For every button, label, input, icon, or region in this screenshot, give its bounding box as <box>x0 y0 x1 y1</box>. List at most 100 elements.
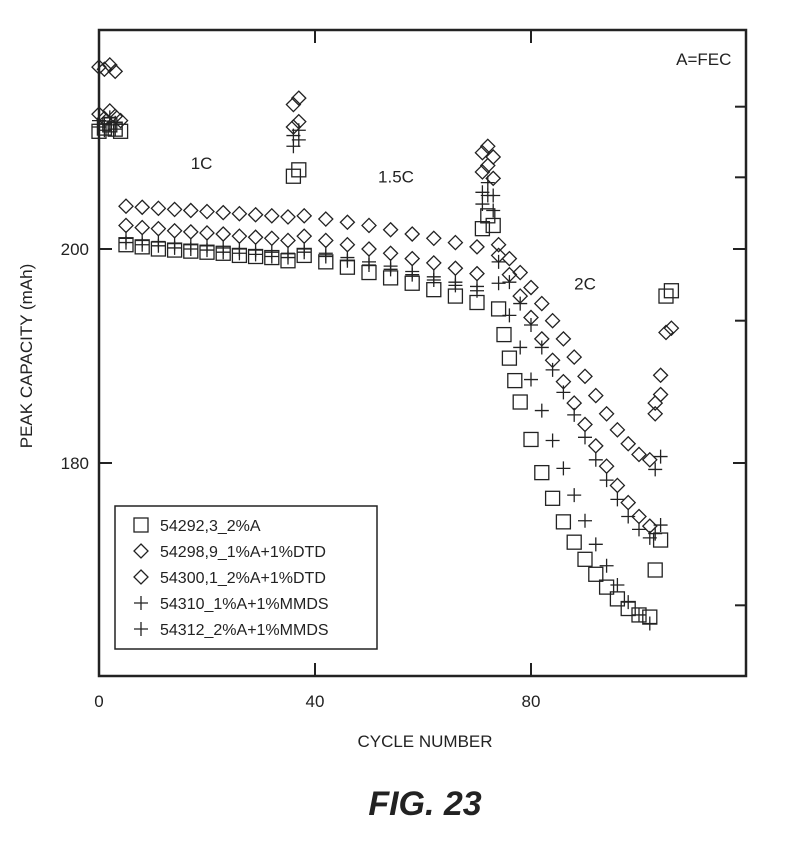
data-point <box>545 433 560 448</box>
data-point <box>485 170 502 187</box>
y-axis-label: PEAK CAPACITY (mAh) <box>17 264 36 449</box>
data-point <box>134 219 151 236</box>
data-point <box>610 577 625 592</box>
data-point <box>524 372 538 387</box>
data-point <box>556 461 571 476</box>
annotation-label: 2C <box>574 275 596 294</box>
data-point <box>620 494 637 511</box>
data-point <box>577 551 593 567</box>
data-point <box>647 405 664 422</box>
data-point <box>490 236 507 253</box>
data-point <box>480 175 495 190</box>
data-point <box>658 324 674 341</box>
data-point <box>425 254 442 271</box>
data-point <box>648 526 663 541</box>
data-point <box>474 144 491 161</box>
x-tick-label: 80 <box>522 692 541 711</box>
data-point <box>577 416 593 433</box>
legend-item: 54312_2%A+1%MMDS <box>134 622 329 639</box>
data-point <box>632 607 646 622</box>
data-point <box>631 446 647 463</box>
data-point <box>150 200 167 217</box>
data-point <box>501 350 518 366</box>
data-point <box>404 226 421 242</box>
data-point <box>285 96 302 113</box>
data-point <box>479 138 496 155</box>
legend-label: 54292,3_2%A <box>160 518 261 535</box>
data-point <box>215 204 232 221</box>
data-point <box>556 385 571 400</box>
data-point <box>469 238 485 255</box>
data-point <box>318 249 333 264</box>
data-point <box>512 264 529 281</box>
data-point <box>534 464 550 481</box>
data-point <box>652 367 669 384</box>
data-point <box>598 579 615 595</box>
legend-item: 54310_1%A+1%MMDS <box>134 596 329 613</box>
data-point <box>447 260 464 277</box>
data-point <box>502 308 517 323</box>
legend-item: 54300,1_2%A+1%DTD <box>133 569 326 587</box>
data-point <box>96 61 113 78</box>
data-point <box>286 139 301 154</box>
data-point <box>135 237 150 252</box>
data-point <box>112 112 129 129</box>
data-point <box>101 57 118 73</box>
data-point <box>404 250 421 267</box>
legend-label: 54298,9_1%A+1%DTD <box>160 544 326 561</box>
data-point <box>263 230 280 247</box>
data-point <box>533 295 550 312</box>
data-point <box>200 243 214 258</box>
data-point <box>280 232 296 249</box>
data-point <box>502 275 517 290</box>
data-point <box>339 236 356 253</box>
plot-frame <box>97 28 748 678</box>
data-point <box>578 430 592 445</box>
data-point <box>621 509 636 524</box>
data-point <box>474 221 491 237</box>
data-point <box>486 203 501 218</box>
data-series <box>91 57 680 631</box>
data-point <box>663 283 680 299</box>
data-point <box>199 203 215 220</box>
annotation-label: 1C <box>191 154 213 173</box>
data-point <box>263 207 280 224</box>
data-point <box>317 211 334 227</box>
data-point <box>280 208 296 225</box>
data-point <box>151 238 166 253</box>
data-point <box>513 296 528 311</box>
y-tick-label: 180 <box>61 454 89 473</box>
data-point <box>248 247 263 262</box>
data-point <box>134 199 151 216</box>
data-point <box>339 214 356 231</box>
data-point <box>317 232 334 249</box>
data-point <box>150 220 167 237</box>
data-point <box>166 201 183 218</box>
legend-item: 54298,9_1%A+1%DTD <box>133 543 326 561</box>
data-point <box>609 421 626 438</box>
data-point <box>183 242 198 256</box>
data-point <box>524 317 538 332</box>
data-point <box>112 123 129 139</box>
data-point <box>620 435 637 452</box>
data-point <box>232 246 247 261</box>
data-point <box>340 253 355 268</box>
x-axis-label: CYCLE NUMBER <box>357 732 492 751</box>
annotations: A=FEC 1C 1.5C 2C <box>191 50 732 294</box>
data-point <box>555 330 572 347</box>
data-point <box>281 250 295 265</box>
data-point <box>362 258 376 273</box>
data-point <box>480 188 495 203</box>
data-point <box>523 431 539 448</box>
data-point <box>107 63 124 80</box>
data-point <box>361 217 377 234</box>
legend-item: 54292,3_2%A <box>133 517 261 535</box>
data-point <box>291 162 307 178</box>
data-point <box>587 387 604 404</box>
data-point <box>545 362 560 377</box>
figure-caption: FIG. 23 <box>368 785 481 823</box>
data-point <box>119 235 133 250</box>
data-point <box>296 207 313 224</box>
data-point <box>491 276 506 291</box>
